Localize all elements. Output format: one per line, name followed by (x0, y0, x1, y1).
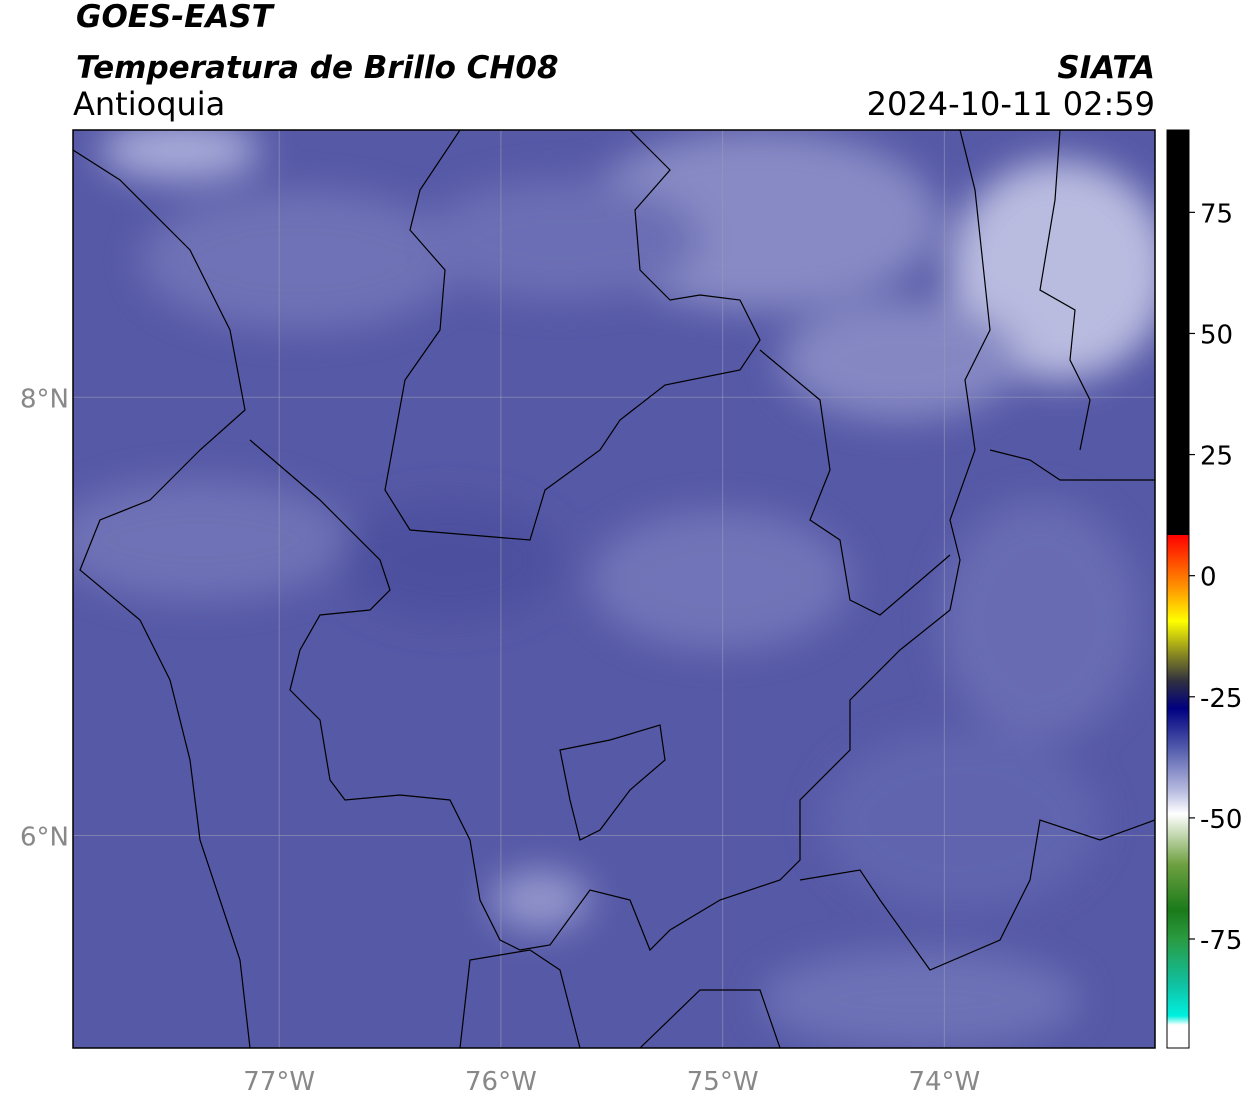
map-frame (72, 129, 1156, 1049)
colorbar-tick-label: 50 (1200, 320, 1233, 350)
colorbar-tick-label: -25 (1200, 684, 1242, 714)
region: Antioquia (73, 85, 225, 123)
colorbar-tick-label: 0 (1200, 563, 1217, 593)
title: GOES-EAST (76, 0, 276, 35)
colorbar-tick-label: 75 (1200, 199, 1233, 229)
colorbar-tick-label: 25 (1200, 442, 1233, 472)
colorbar (1166, 129, 1190, 1049)
x-tick-label: 76°W (465, 1067, 537, 1097)
timestamp: 2024-10-11 02:59 (867, 85, 1155, 123)
x-tick-label: 77°W (243, 1067, 315, 1097)
y-tick-label: 6°N (20, 822, 69, 852)
map-image (73, 130, 1155, 1048)
x-tick-label: 75°W (687, 1067, 759, 1097)
x-tick-label: 74°W (908, 1067, 980, 1097)
y-tick-label: 8°N (20, 384, 69, 414)
colorbar-tick-label: -75 (1200, 926, 1242, 956)
subtitle: Temperatura de Brillo CH08 (76, 50, 559, 86)
agency: SIATA (1057, 50, 1155, 86)
colorbar-tick-label: -50 (1200, 805, 1242, 835)
